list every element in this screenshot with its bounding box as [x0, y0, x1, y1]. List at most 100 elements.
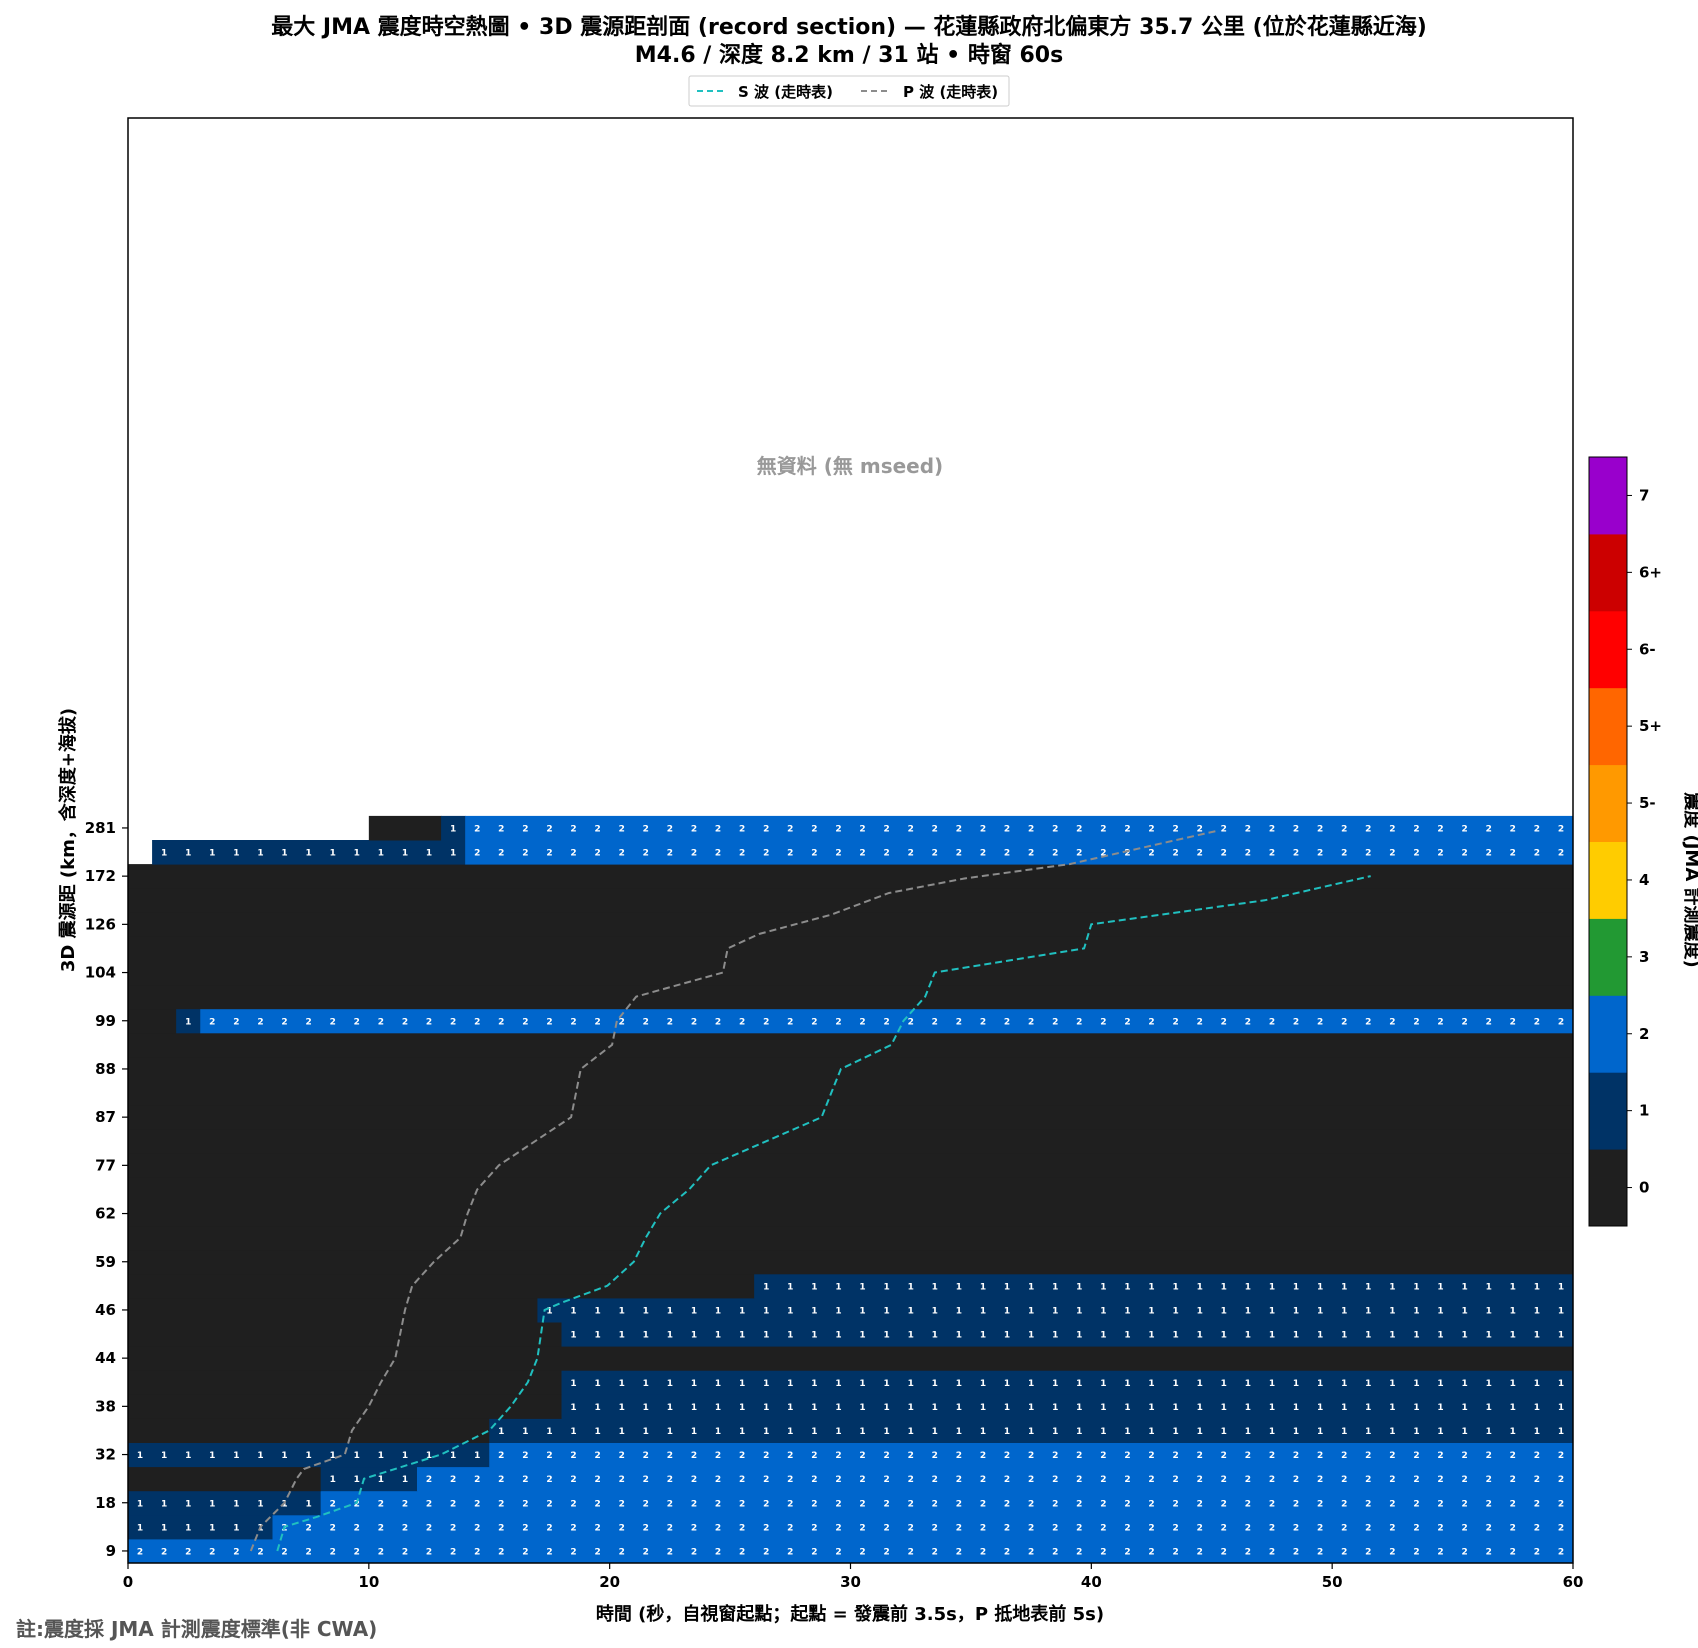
cell-intensity-label: 2: [980, 1017, 986, 1027]
cell-intensity-label: 2: [1004, 1017, 1010, 1027]
colorbar-tick-label: 0: [1639, 1179, 1649, 1197]
cell-intensity-label: 2: [811, 1451, 817, 1461]
cell-intensity-label: 2: [715, 849, 721, 859]
cell-intensity-label: 1: [1148, 1306, 1154, 1316]
cell-intensity-label: 1: [1461, 1331, 1467, 1341]
cell-intensity-label: 2: [1100, 1499, 1106, 1509]
cell-intensity-label: 1: [1486, 1379, 1492, 1389]
cell-intensity-label: 1: [1365, 1306, 1371, 1316]
cell-intensity-label: 2: [739, 849, 745, 859]
heatmap-cell: [272, 1538, 1574, 1564]
cell-intensity-label: 2: [1365, 1017, 1371, 1027]
cell-intensity-label: 2: [932, 824, 938, 834]
cell-intensity-label: 2: [1341, 1523, 1347, 1533]
cell-intensity-label: 2: [426, 1017, 432, 1027]
cell-intensity-label: 1: [1510, 1403, 1516, 1413]
cell-intensity-label: 1: [1437, 1427, 1443, 1437]
heatmap-cell: [128, 1081, 1574, 1106]
cell-intensity-label: 2: [1172, 1451, 1178, 1461]
cell-intensity-label: 2: [1076, 1475, 1082, 1485]
cell-intensity-label: 1: [378, 1451, 384, 1461]
cell-intensity-label: 2: [426, 1547, 432, 1557]
cell-intensity-label: 2: [1317, 1475, 1323, 1485]
cell-intensity-label: 2: [402, 1547, 408, 1557]
cell-intensity-label: 1: [1437, 1282, 1443, 1292]
cell-intensity-label: 1: [1486, 1306, 1492, 1316]
cell-intensity-label: 1: [787, 1331, 793, 1341]
cell-intensity-label: 2: [1221, 1547, 1227, 1557]
cell-intensity-label: 2: [1413, 1451, 1419, 1461]
cell-intensity-label: 2: [1461, 1547, 1467, 1557]
cell-intensity-label: 1: [209, 1523, 215, 1533]
cell-intensity-label: 2: [1028, 1451, 1034, 1461]
cell-intensity-label: 2: [1486, 1451, 1492, 1461]
cell-intensity-label: 2: [883, 1017, 889, 1027]
cell-intensity-label: 1: [137, 1451, 143, 1461]
cell-intensity-label: 1: [956, 1282, 962, 1292]
cell-intensity-label: 1: [1245, 1331, 1251, 1341]
cell-intensity-label: 2: [908, 1547, 914, 1557]
cell-intensity-label: 1: [859, 1331, 865, 1341]
cell-intensity-label: 1: [1437, 1331, 1443, 1341]
cell-intensity-label: 2: [1221, 1523, 1227, 1533]
cell-intensity-label: 2: [1413, 1499, 1419, 1509]
cell-intensity-label: 1: [835, 1403, 841, 1413]
heatmap-cell: [128, 1370, 562, 1395]
cell-intensity-label: 2: [691, 1547, 697, 1557]
cell-intensity-label: 2: [570, 1475, 576, 1485]
cell-intensity-label: 1: [1413, 1331, 1419, 1341]
cell-intensity-label: 2: [619, 1523, 625, 1533]
cell-intensity-label: 1: [1004, 1331, 1010, 1341]
cell-intensity-label: 1: [1124, 1403, 1130, 1413]
cell-intensity-label: 1: [1004, 1403, 1010, 1413]
cell-intensity-label: 2: [1486, 849, 1492, 859]
cell-intensity-label: 2: [1052, 849, 1058, 859]
cell-intensity-label: 2: [1486, 1017, 1492, 1027]
cell-intensity-label: 1: [402, 1475, 408, 1485]
cell-intensity-label: 1: [209, 1451, 215, 1461]
heatmap-cell: [489, 1442, 1574, 1468]
cell-intensity-label: 2: [450, 1523, 456, 1533]
cell-intensity-label: 2: [1100, 1017, 1106, 1027]
cell-intensity-label: 1: [1028, 1427, 1034, 1437]
heatmap-cell: [128, 1490, 322, 1516]
cell-intensity-label: 2: [1052, 1547, 1058, 1557]
cell-intensity-label: 2: [378, 1547, 384, 1557]
cell-intensity-label: 2: [161, 1547, 167, 1557]
x-tick-label: 40: [1081, 1573, 1102, 1591]
cell-intensity-label: 1: [811, 1379, 817, 1389]
cell-intensity-label: 2: [1413, 849, 1419, 859]
cell-intensity-label: 1: [956, 1427, 962, 1437]
cell-intensity-label: 2: [1197, 1451, 1203, 1461]
cell-intensity-label: 1: [1317, 1306, 1323, 1316]
cell-intensity-label: 2: [1534, 849, 1540, 859]
heatmap-cell: [128, 1177, 1574, 1202]
cell-intensity-label: 2: [498, 1523, 504, 1533]
cell-intensity-label: 1: [1124, 1379, 1130, 1389]
cell-intensity-label: 2: [1317, 824, 1323, 834]
cell-intensity-label: 2: [522, 849, 528, 859]
cell-intensity-label: 1: [1413, 1403, 1419, 1413]
cell-intensity-label: 2: [1558, 1451, 1564, 1461]
cell-intensity-label: 2: [1341, 1499, 1347, 1509]
cell-intensity-label: 2: [908, 1017, 914, 1027]
cell-intensity-label: 2: [739, 1499, 745, 1509]
cell-intensity-label: 2: [643, 824, 649, 834]
cell-intensity-label: 1: [1317, 1427, 1323, 1437]
cell-intensity-label: 1: [474, 1451, 480, 1461]
cell-intensity-label: 2: [594, 1523, 600, 1533]
cell-intensity-label: 1: [1124, 1331, 1130, 1341]
cell-intensity-label: 2: [594, 1499, 600, 1509]
cell-intensity-label: 2: [787, 1523, 793, 1533]
cell-intensity-label: 2: [1100, 1451, 1106, 1461]
cell-intensity-label: 1: [1148, 1282, 1154, 1292]
cell-intensity-label: 2: [835, 1475, 841, 1485]
x-tick-label: 20: [599, 1573, 620, 1591]
cell-intensity-label: 2: [1365, 1523, 1371, 1533]
cell-intensity-label: 2: [1245, 849, 1251, 859]
cell-intensity-label: 1: [1389, 1427, 1395, 1437]
cell-intensity-label: 1: [330, 1475, 336, 1485]
cell-intensity-label: 2: [1197, 1017, 1203, 1027]
cell-intensity-label: 1: [1558, 1331, 1564, 1341]
cell-intensity-label: 2: [546, 1451, 552, 1461]
